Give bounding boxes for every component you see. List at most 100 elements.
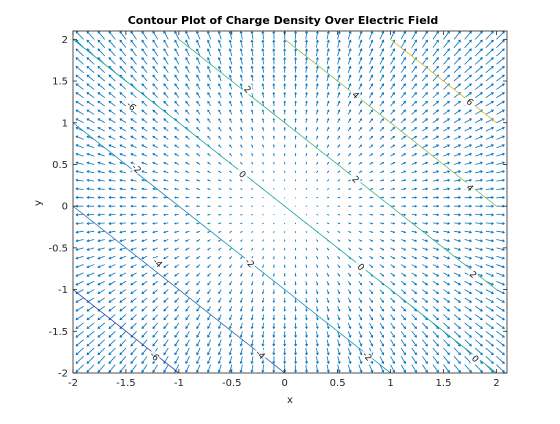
quiver-arrow <box>359 171 362 173</box>
quiver-arrow <box>208 66 211 72</box>
quiver-arrow <box>219 145 221 148</box>
quiver-arrow <box>380 128 384 132</box>
quiver-arrow <box>454 231 460 233</box>
quiver-arrow <box>443 31 449 39</box>
quiver-arrow <box>412 136 417 139</box>
quiver-arrow <box>338 110 340 114</box>
quiver-arrow <box>412 281 417 285</box>
quiver-arrow <box>294 340 296 346</box>
quiver-arrow <box>142 31 147 39</box>
quiver-arrow <box>120 66 126 72</box>
quiver-arrow <box>454 101 460 106</box>
quiver-arrow <box>433 145 439 148</box>
quiver-arrow <box>391 197 395 198</box>
quiver-arrow <box>295 281 296 285</box>
quiver-arrow <box>401 188 405 190</box>
quiver-arrow <box>369 373 373 381</box>
quiver-arrow <box>131 205 137 207</box>
quiver-arrow <box>164 281 168 285</box>
quiver-arrow <box>109 179 115 181</box>
quiver-arrow <box>295 197 296 198</box>
quiver-arrow <box>465 281 472 285</box>
quiver-arrow <box>262 75 264 81</box>
quiver-arrow <box>153 197 158 199</box>
quiver-arrow <box>98 188 105 190</box>
quiver-arrow <box>348 248 350 250</box>
quiver-arrow <box>348 265 350 268</box>
quiver-arrow <box>251 119 253 123</box>
quiver-arrow <box>197 145 200 148</box>
quiver-arrow <box>338 214 340 215</box>
quiver-arrow <box>219 281 221 285</box>
quiver-arrow <box>305 40 307 47</box>
quiver-arrow <box>486 331 493 337</box>
quiver-arrow <box>369 281 372 285</box>
quiver-arrow <box>433 171 439 173</box>
quiver-arrow <box>327 110 329 114</box>
quiver-arrow <box>142 214 147 216</box>
quiver-arrow <box>391 248 395 250</box>
quiver-arrow <box>175 31 179 39</box>
quiver-arrow <box>262 315 264 320</box>
quiver-arrow <box>164 356 168 363</box>
quiver-arrow <box>229 356 232 363</box>
plot-box <box>73 31 507 373</box>
quiver-arrow <box>422 154 427 157</box>
quiver-arrow <box>316 119 318 123</box>
quiver-arrow <box>380 248 384 250</box>
quiver-arrow <box>120 179 126 181</box>
quiver-arrow <box>380 110 384 114</box>
quiver-arrow <box>348 206 350 207</box>
quiver-arrow <box>76 348 83 355</box>
quiver-arrow <box>153 75 158 81</box>
quiver-arrow <box>109 222 115 224</box>
quiver-arrow <box>230 273 232 276</box>
quiver-arrow <box>230 189 232 190</box>
quiver-arrow <box>486 110 493 114</box>
quiver-arrow <box>305 93 307 98</box>
quiver-arrow <box>369 145 372 148</box>
quiver-arrow <box>433 93 439 98</box>
quiver-arrow <box>76 256 83 259</box>
quiver-arrow <box>454 265 460 268</box>
quiver-arrow <box>186 356 190 363</box>
quiver-arrow <box>475 136 482 139</box>
quiver-arrow <box>76 110 83 114</box>
quiver-arrow <box>422 240 427 242</box>
quiver-arrow <box>230 231 232 232</box>
quiver-arrow <box>391 340 395 346</box>
quiver-arrow <box>219 128 221 132</box>
quiver-arrow <box>284 248 285 250</box>
quiver-arrow <box>109 265 115 268</box>
quiver-arrow <box>305 365 307 372</box>
quiver-arrow <box>208 206 211 207</box>
quiver-arrow <box>391 365 395 372</box>
quiver-arrow <box>197 171 200 173</box>
quiver-arrow <box>401 265 405 268</box>
quiver-arrow <box>109 119 115 123</box>
quiver-arrow <box>294 75 296 81</box>
quiver-arrow <box>422 162 427 164</box>
quiver-arrow <box>87 373 94 381</box>
quiver-arrow <box>401 154 405 156</box>
quiver-arrow <box>422 248 427 250</box>
quiver-arrow <box>465 127 472 131</box>
quiver-arrow <box>391 306 395 311</box>
quiver-arrow <box>401 197 405 199</box>
quiver-arrow <box>359 128 362 132</box>
quiver-arrow <box>175 188 179 189</box>
quiver-arrow <box>348 145 350 148</box>
quiver-arrow <box>359 340 362 346</box>
quiver-arrow <box>327 206 329 207</box>
quiver-arrow <box>359 331 362 337</box>
quiver-arrow <box>412 119 417 123</box>
quiver-arrow <box>284 66 286 72</box>
quiver-arrow <box>327 248 329 250</box>
quiver-arrow <box>443 75 449 81</box>
quiver-arrow <box>219 214 221 215</box>
quiver-arrow <box>412 340 417 346</box>
x-tick-label: 0 <box>282 378 288 389</box>
quiver-arrow <box>153 315 158 320</box>
quiver-arrow <box>338 162 340 164</box>
quiver-arrow <box>359 298 362 302</box>
